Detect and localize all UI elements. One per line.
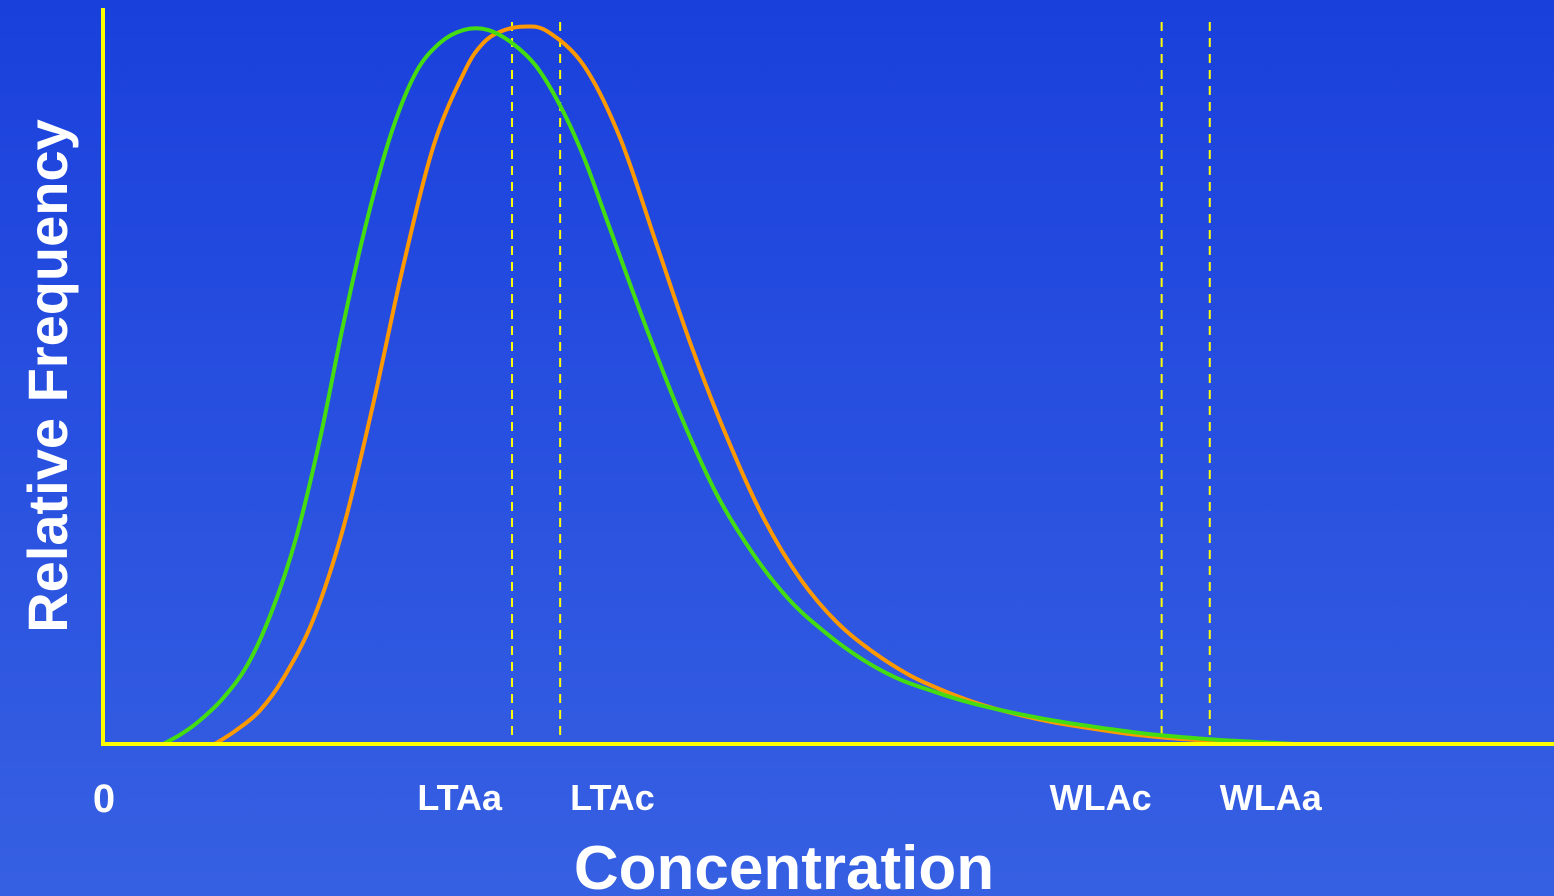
threshold-label-wlac: WLAc bbox=[1050, 777, 1152, 818]
threshold-labels: LTAa LTAc WLAc WLAa bbox=[417, 777, 1322, 818]
x-axis-label: Concentration bbox=[574, 834, 994, 896]
threshold-label-wlaa: WLAa bbox=[1220, 777, 1323, 818]
series-line-1 bbox=[213, 24, 1270, 746]
threshold-label-ltaa: LTAa bbox=[417, 777, 503, 818]
threshold-lines bbox=[511, 22, 1211, 742]
series-line-2 bbox=[162, 26, 1295, 746]
x-origin-label: 0 bbox=[93, 777, 115, 821]
series-layer bbox=[162, 24, 1295, 746]
y-axis-label: Relative Frequency bbox=[16, 119, 79, 633]
threshold-label-ltac: LTAc bbox=[570, 777, 655, 818]
